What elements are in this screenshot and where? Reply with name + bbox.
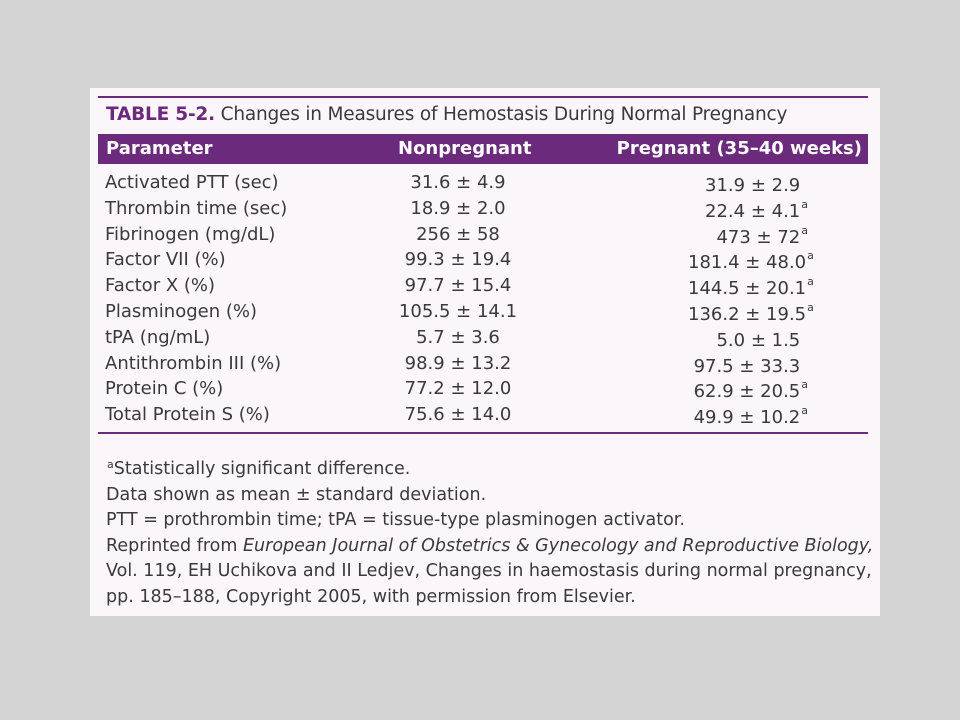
cell-pregnant-value: 136.2 ± 19.5 xyxy=(688,303,807,325)
cell-pregnant-value: 5.0 ± 1.5 xyxy=(716,329,801,351)
cell-pregnant-value: 97.5 ± 33.3 xyxy=(693,355,801,377)
cell-pregnant-value: 49.9 ± 10.2 xyxy=(693,407,801,429)
cell-parameter: Factor X (%) xyxy=(105,275,216,297)
cell-nonpregnant: 256 ± 58 xyxy=(416,223,500,245)
cell-nonpregnant: 75.6 ± 14.0 xyxy=(404,404,512,426)
reprint-prefix: Reprinted from xyxy=(106,535,243,556)
footnote-data-shown: Data shown as mean ± standard deviation. xyxy=(106,484,487,505)
table-row: Protein C (%) 77.2 ± 12.0 62.9 ± 20.5a xyxy=(98,375,868,403)
table-row: Antithrombin III (%) 98.9 ± 13.2 97.5 ± 33… xyxy=(98,350,868,377)
cell-nonpregnant: 99.3 ± 19.4 xyxy=(404,249,512,271)
cell-nonpregnant: 77.2 ± 12.0 xyxy=(404,378,512,400)
table-title-text: Changes in Measures of Hemostasis During… xyxy=(220,104,788,125)
top-rule xyxy=(98,96,868,98)
cell-nonpregnant: 5.7 ± 3.6 xyxy=(416,326,500,348)
cell-pregnant-value: 31.9 ± 2.9 xyxy=(705,175,801,196)
footnote-citation: Vol. 119, EH Uchikova and II Ledjev, Cha… xyxy=(106,561,872,581)
cell-pregnant: 31.9 ± 2.9a xyxy=(688,172,808,196)
cell-nonpregnant: 31.6 ± 4.9 xyxy=(410,172,506,193)
cell-parameter: Activated PTT (sec) xyxy=(105,172,279,193)
cell-pregnant: 144.5 ± 20.1a xyxy=(688,275,814,300)
cell-nonpregnant: 105.5 ± 14.1 xyxy=(398,300,518,322)
table-row: Total Protein S (%) 75.6 ± 14.0 49.9 ± 10.… xyxy=(98,401,868,429)
table-label: TABLE 5-2. xyxy=(106,104,215,125)
header-nonpregnant: Nonpregnant xyxy=(398,138,532,159)
cell-pregnant: 22.4 ± 4.1a xyxy=(688,197,808,222)
significance-mark: a xyxy=(801,404,808,418)
cell-nonpregnant: 18.9 ± 2.0 xyxy=(410,197,506,219)
significance-mark: a xyxy=(807,249,814,263)
significance-mark: a xyxy=(801,197,808,211)
cell-pregnant: 62.9 ± 20.5a xyxy=(688,378,808,403)
table-row: Factor VII (%) 99.3 ± 19.4 181.4 ± 48.0a xyxy=(98,246,868,274)
cell-nonpregnant: 98.9 ± 13.2 xyxy=(404,352,512,374)
footnote-mark: a xyxy=(107,458,114,471)
footnotes: aStatistically significant difference. D… xyxy=(106,452,873,610)
cell-parameter: Total Protein S (%) xyxy=(105,404,270,426)
cell-parameter: Factor VII (%) xyxy=(105,249,226,271)
cell-parameter: tPA (ng/mL) xyxy=(105,326,211,348)
table-row: Fibrinogen (mg/dL) 256 ± 58 473 ± 72a xyxy=(98,221,868,248)
significance-mark: a xyxy=(807,300,814,314)
table-title: TABLE 5-2. Changes in Measures of Hemost… xyxy=(106,104,787,125)
footnote-abbreviations: PTT = prothrombin time; tPA = tissue-typ… xyxy=(106,510,685,530)
cell-pregnant-value: 473 ± 72 xyxy=(716,226,801,248)
cell-pregnant: 181.4 ± 48.0a xyxy=(688,249,814,274)
cell-nonpregnant: 97.7 ± 15.4 xyxy=(404,275,512,297)
significance-mark: a xyxy=(807,275,814,289)
journal-name: European Journal of Obstetrics & Gynecol… xyxy=(242,535,874,556)
cell-parameter: Fibrinogen (mg/dL) xyxy=(105,223,276,245)
footnote-significance: aStatistically significant difference. xyxy=(106,452,866,483)
header-pregnant: Pregnant (35–40 weeks) xyxy=(616,138,862,159)
cell-pregnant-value: 62.9 ± 20.5 xyxy=(693,381,801,403)
cell-pregnant-value: 22.4 ± 4.1 xyxy=(705,200,801,222)
cell-pregnant: 49.9 ± 10.2a xyxy=(688,404,808,429)
table-row: Activated PTT (sec) 31.6 ± 4.9 31.9 ± 2.9a xyxy=(98,169,868,196)
cell-pregnant: 136.2 ± 19.5a xyxy=(688,301,814,325)
footnote-sig-text: Statistically significant difference. xyxy=(113,459,411,479)
table-row: Thrombin time (sec) 18.9 ± 2.0 22.4 ± 4.1a xyxy=(98,195,868,222)
cell-pregnant: 5.0 ± 1.5a xyxy=(688,327,808,351)
cell-parameter: Protein C (%) xyxy=(105,378,224,400)
footnote-copyright: pp. 185–188, Copyright 2005, with permis… xyxy=(106,586,636,607)
bottom-rule xyxy=(98,432,868,434)
significance-mark: a xyxy=(801,223,808,237)
table-row: tPA (ng/mL) 5.7 ± 3.6 5.0 ± 1.5a xyxy=(98,324,868,351)
table-body: Activated PTT (sec)31.6 ± 4.931.9 ± 2.9a… xyxy=(98,169,868,429)
cell-pregnant: 473 ± 72a xyxy=(688,223,808,248)
significance-mark: a xyxy=(801,378,808,392)
cell-pregnant-value: 181.4 ± 48.0 xyxy=(688,252,807,274)
cell-parameter: Antithrombin III (%) xyxy=(105,352,282,374)
footnote-reprint: Reprinted from European Journal of Obste… xyxy=(106,534,873,560)
cell-parameter: Thrombin time (sec) xyxy=(105,197,288,219)
table-row: Plasminogen (%) 105.5 ± 14.1 136.2 ± 19.5a xyxy=(98,298,868,325)
cell-pregnant-value: 144.5 ± 20.1 xyxy=(688,278,807,300)
cell-parameter: Plasminogen (%) xyxy=(105,300,257,322)
table-card xyxy=(90,88,880,616)
cell-pregnant: 97.5 ± 33.3a xyxy=(688,353,808,377)
header-parameter: Parameter xyxy=(106,138,213,159)
table-row: Factor X (%) 97.7 ± 15.4 144.5 ± 20.1a xyxy=(98,272,868,300)
table-header-row: Parameter Nonpregnant Pregnant (35–40 we… xyxy=(98,134,868,164)
